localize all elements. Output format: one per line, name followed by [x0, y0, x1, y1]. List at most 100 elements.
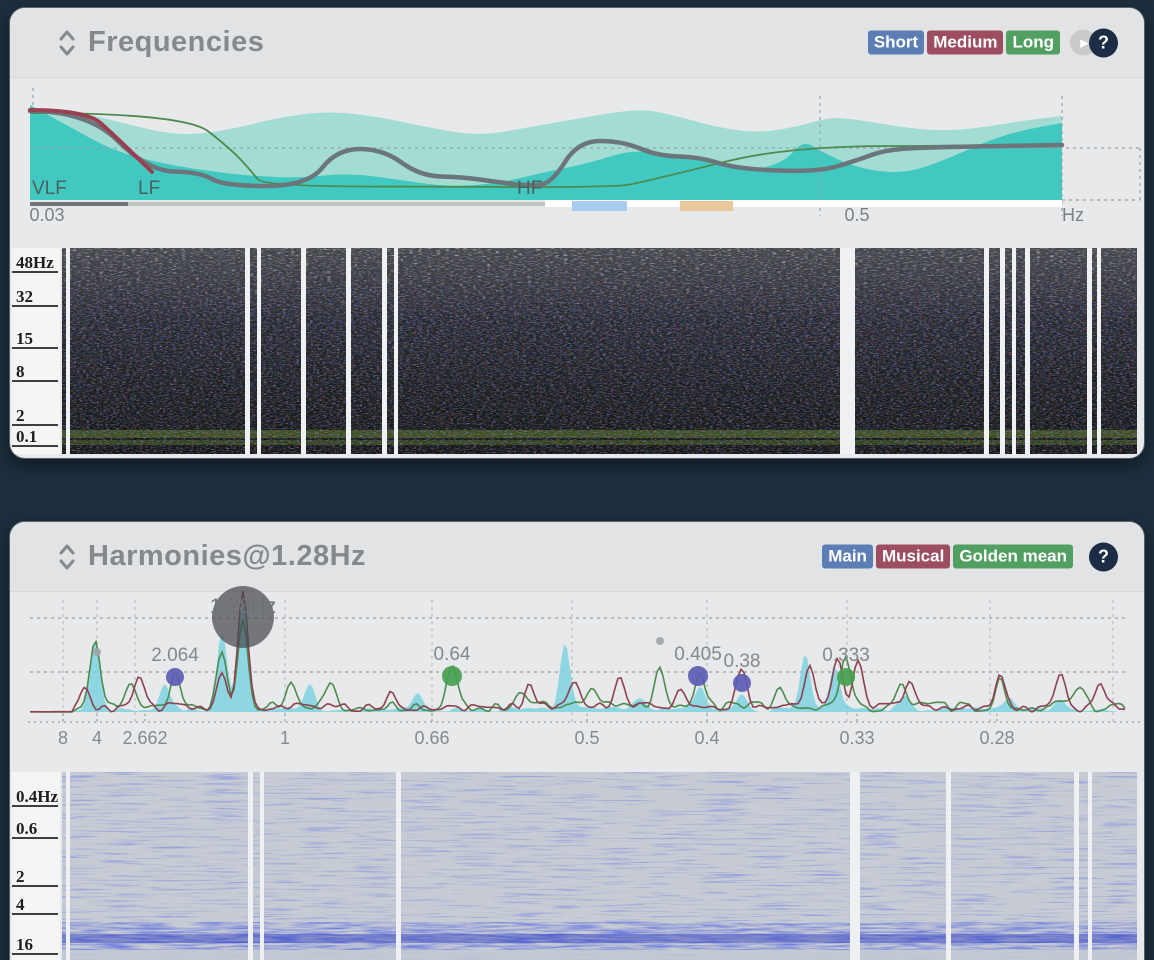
spectrogram-gap-stripe — [394, 248, 398, 454]
band-label-hf: HF — [517, 178, 542, 199]
legend-chip-medium[interactable]: Medium — [927, 30, 1004, 55]
frequencies-panel: Frequencies Short Medium Long ▶ ? VLF LF HF 0… — [10, 8, 1144, 458]
legend-chip-short[interactable]: Short — [867, 30, 925, 55]
axis-strip-white — [545, 200, 1062, 207]
spectrogram-gap-stripe — [248, 772, 253, 960]
spectrogram-gap-stripe — [1012, 248, 1016, 454]
peak-label: 0.333 — [822, 645, 870, 666]
minor-peak-dot[interactable] — [656, 637, 664, 645]
harmonies-legend: Main Musical Golden mean ? — [819, 542, 1118, 571]
axis-marker-blue[interactable] — [572, 201, 627, 211]
x-axis-label: 4 — [92, 728, 102, 748]
golden-mean-series-line — [29, 619, 1126, 713]
play-icon: ▶ — [1080, 37, 1089, 49]
spectrogram-gap-stripe — [1000, 248, 1005, 454]
x-axis-label: 1 — [280, 728, 290, 748]
peak-label: 0.38 — [724, 651, 761, 672]
peak-label: 0.405 — [674, 644, 722, 665]
spectrogram-axis-label: 2 — [16, 867, 25, 886]
peak-marker-0.333[interactable] — [837, 668, 855, 686]
medium-series-line — [28, 108, 154, 174]
spectrogram-image — [62, 248, 1137, 454]
spectrogram-gap-stripe — [1074, 772, 1079, 960]
spectrogram-axis-label: 8 — [16, 362, 25, 381]
chevron-up-down-icon — [59, 30, 75, 55]
spectrogram-axis-label: 4 — [16, 895, 25, 914]
spectrogram-image — [62, 772, 1137, 960]
legend-chips: Short Medium Long — [865, 30, 1060, 55]
axis-strip-dark — [30, 202, 128, 206]
help-button[interactable]: ? — [1089, 28, 1118, 57]
spectrogram-gap-stripe — [66, 772, 70, 960]
legend-chips: Main Musical Golden mean — [819, 544, 1073, 569]
spectrogram-axis-label: 15 — [16, 329, 33, 348]
spectrogram-axis-strip — [12, 248, 60, 454]
spectrogram-gap-stripe — [346, 248, 351, 454]
spectrogram-gap-stripe — [1097, 248, 1101, 454]
spectrogram-gap-stripe — [1025, 248, 1030, 454]
x-axis-label: Hz — [1062, 205, 1084, 225]
harmonies-header: Harmonies@1.28Hz Main Musical Golden mean … — [10, 522, 1144, 592]
peak-marker-2.064[interactable] — [166, 668, 184, 686]
selected-peak-circle[interactable] — [212, 586, 274, 648]
chevron-up-down-icon — [59, 544, 75, 569]
spectrogram-axis-label: 16 — [16, 935, 33, 954]
frequencies-legend: Short Medium Long ▶ ? — [865, 28, 1118, 57]
spectrogram-gap-stripe — [382, 248, 387, 454]
legend-chip-long[interactable]: Long — [1006, 30, 1060, 55]
freq-main-area — [30, 105, 1062, 200]
spectrogram-gap-stripe — [946, 772, 951, 960]
harmonies-spectrogram[interactable]: 0.4Hz 0.6 2 4 16 — [10, 770, 1144, 960]
long-series-line — [29, 112, 1063, 188]
spectrogram-gap-stripe — [257, 248, 261, 454]
x-axis-label: 2.662 — [122, 728, 167, 748]
legend-chip-musical[interactable]: Musical — [875, 544, 951, 569]
harmonies-chart[interactable]: 8 4 2.662 1 0.66 0.5 0.4 0.33 0.28 2.064 0.64 0.405… — [10, 584, 1144, 760]
harmonies-panel: Harmonies@1.28Hz Main Musical Golden mean … — [10, 522, 1144, 960]
x-axis-label: 0.5 — [844, 205, 869, 225]
harmonies-title: Harmonies@1.28Hz — [88, 540, 367, 572]
peak-marker-0.64[interactable] — [442, 666, 462, 686]
spectrogram-axis-label: 0.1 — [16, 427, 37, 446]
peak-marker-0.405[interactable] — [688, 666, 708, 686]
collapse-expand-icon[interactable] — [57, 26, 79, 60]
spectrogram-gap-stripe — [260, 772, 264, 960]
axis-strip-gray — [128, 202, 545, 206]
spectrogram-gap-stripe — [301, 248, 306, 454]
axis-marker-tan[interactable] — [680, 201, 733, 211]
spectrogram-gap-stripe — [984, 248, 989, 454]
x-axis-label: 0.03 — [29, 205, 64, 225]
peak-marker-0.38[interactable] — [733, 674, 751, 692]
peak-label: 0.64 — [434, 644, 471, 665]
spectrogram-gap-stripe — [1087, 248, 1092, 454]
spectrogram-gap-stripe — [850, 772, 860, 960]
legend-chip-golden-mean[interactable]: Golden mean — [953, 544, 1073, 569]
spectrogram-axis-label: 32 — [16, 287, 33, 306]
x-axis-label: 0.66 — [414, 728, 449, 748]
help-button[interactable]: ? — [1089, 542, 1118, 571]
x-axis-label: 0.33 — [839, 728, 874, 748]
spectrogram-axis-label: 2 — [16, 406, 25, 425]
band-label-lf: LF — [138, 178, 160, 199]
frequencies-header: Frequencies Short Medium Long ▶ ? — [10, 8, 1144, 78]
spectrogram-gap-stripe — [396, 772, 401, 960]
frequencies-chart[interactable]: VLF LF HF 0.03 0.5 Hz — [10, 85, 1144, 246]
x-axis-label: 0.28 — [979, 728, 1014, 748]
x-axis-label: 8 — [58, 728, 68, 748]
selected-peak-label: 1.28Hz — [210, 595, 277, 618]
x-axis-label: 0.4 — [694, 728, 719, 748]
spectrogram-axis-strip — [12, 772, 60, 960]
frequencies-spectrogram[interactable]: 48Hz 32 15 8 2 0.1 — [10, 246, 1144, 458]
minor-peak-dot[interactable] — [93, 648, 101, 656]
spectrogram-axis-label: 48Hz — [16, 253, 54, 272]
musical-series-line — [29, 590, 1126, 713]
collapse-expand-icon[interactable] — [57, 540, 79, 574]
peak-label: 2.064 — [151, 645, 199, 666]
question-mark-icon: ? — [1098, 32, 1109, 52]
legend-chip-main[interactable]: Main — [822, 544, 873, 569]
spectrogram-gap-stripe — [66, 248, 70, 454]
spectrogram-gap-stripe — [245, 248, 250, 454]
spectrogram-axis-label: 0.4Hz — [16, 787, 58, 806]
spectrogram-axis-label: 0.6 — [16, 819, 37, 838]
